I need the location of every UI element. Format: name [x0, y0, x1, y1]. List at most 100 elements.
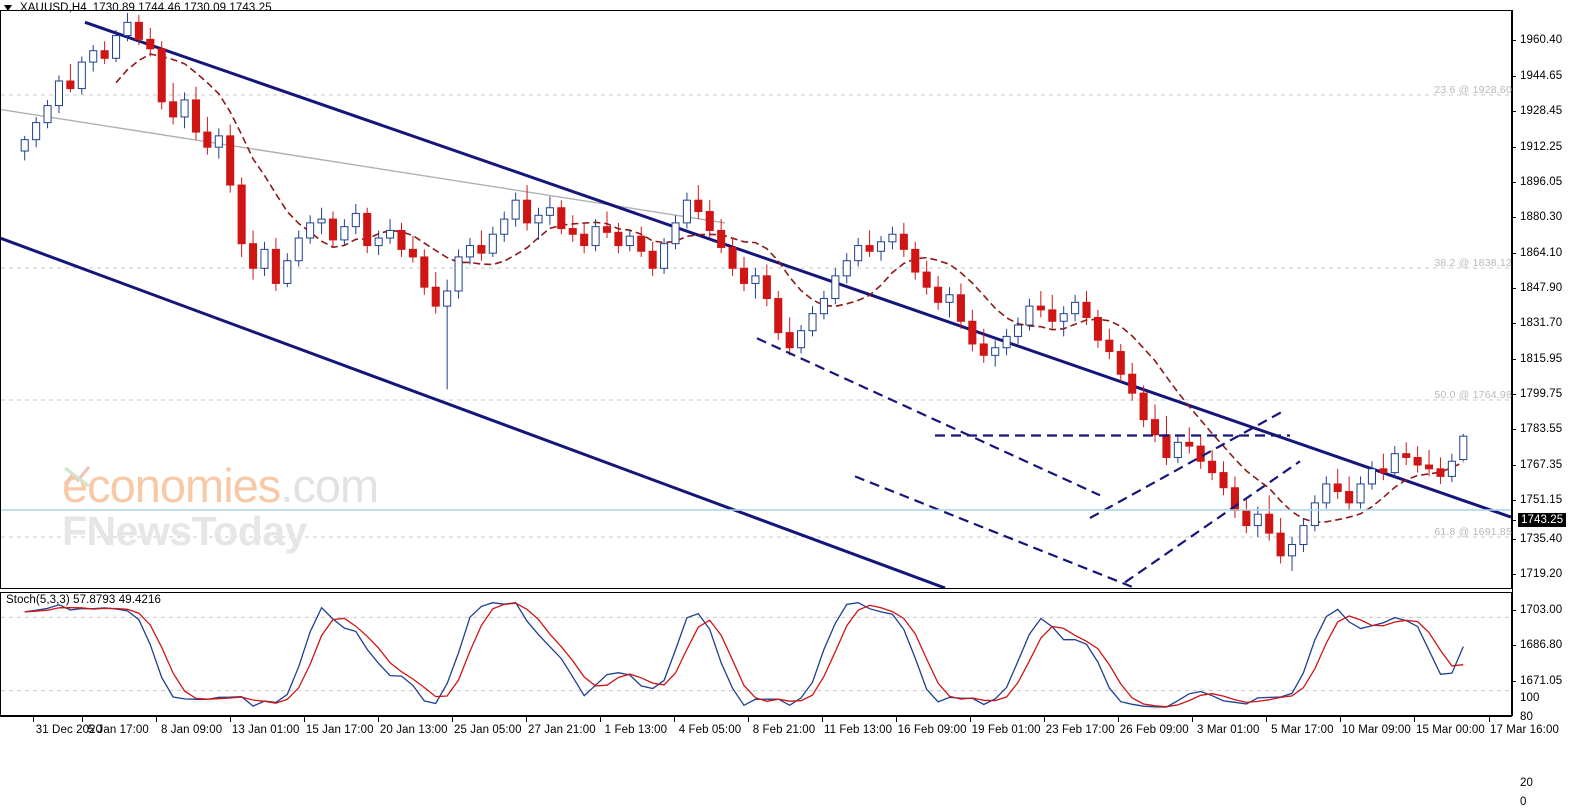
- price-tick-label: 1880.30: [1520, 211, 1563, 223]
- price-tick: [1512, 539, 1516, 540]
- time-tick-label: 8 Jan 09:00: [161, 724, 223, 736]
- price-tick: [1512, 574, 1516, 575]
- price-tick: [1512, 182, 1516, 183]
- time-tick-label: 3 Mar 01:00: [1197, 724, 1260, 736]
- triangle-down-icon[interactable]: [4, 5, 12, 11]
- price-tick: [1512, 217, 1516, 218]
- stochastic-legend: Stoch(5,3,3) 57.8793 49.4216: [6, 594, 161, 606]
- time-tick: [674, 716, 675, 722]
- time-tick: [896, 716, 898, 722]
- price-tick-label: 1847.90: [1520, 282, 1563, 294]
- time-tick-label: 5 Mar 17:00: [1271, 724, 1334, 736]
- price-tick: [1512, 394, 1516, 395]
- time-tick: [1266, 716, 1268, 722]
- price-tick-label: 1767.35: [1520, 459, 1563, 471]
- fibonacci-level-label: 61.8 @ 1691.85: [1434, 526, 1512, 538]
- time-axis[interactable]: 31 Dec 2020 5 Jan 17:00 8 Jan 09:00 13 Jan …: [0, 716, 1559, 743]
- time-tick-label: 1 Feb 13:00: [604, 724, 668, 736]
- price-tick: [1512, 111, 1516, 112]
- time-tick: [599, 716, 601, 722]
- time-tick-label: 8 Feb 21:00: [752, 724, 816, 736]
- price-tick: [1512, 253, 1516, 254]
- price-tick-label: 1703.00: [1520, 604, 1563, 616]
- fibonacci-level-label: 23.6 @ 1928.60: [1434, 84, 1512, 96]
- price-tick-label: 1864.10: [1520, 247, 1563, 259]
- price-tick-label: 1735.40: [1520, 533, 1563, 545]
- price-tick: [1512, 645, 1516, 646]
- price-tick: [1512, 465, 1516, 466]
- price-tick: [1512, 500, 1516, 501]
- price-axis-line: [1512, 10, 1513, 716]
- price-tick: [1512, 610, 1516, 611]
- pattern-trendlines: [756, 337, 1301, 588]
- time-tick-label: 15 Jan 17:00: [305, 724, 374, 736]
- time-tick-label: 16 Feb 09:00: [897, 724, 967, 736]
- price-tick: [1512, 681, 1516, 682]
- price-tick-label: 1686.80: [1520, 639, 1563, 651]
- price-tick-label: 1815.95: [1520, 353, 1563, 365]
- time-tick-label: 19 Feb 01:00: [971, 724, 1041, 736]
- price-tick: [1512, 76, 1516, 77]
- price-tick: [1512, 288, 1516, 289]
- stoch-tick-label: 100: [1520, 692, 1540, 704]
- time-tick: [1044, 716, 1046, 722]
- price-tick-label: 1719.20: [1520, 568, 1563, 580]
- price-tick-label: 1783.55: [1520, 423, 1563, 435]
- time-tick-label: 20 Jan 13:00: [379, 724, 448, 736]
- time-tick: [32, 716, 34, 722]
- price-tick: [1512, 429, 1516, 430]
- price-tick-label: 1831.70: [1520, 317, 1563, 329]
- time-tick-label: 17 Mar 16:00: [1490, 724, 1559, 736]
- price-tick-label: 1960.40: [1520, 34, 1563, 46]
- time-tick-label: 26 Feb 09:00: [1119, 724, 1189, 736]
- stoch-tick-label: 0: [1520, 796, 1527, 808]
- price-tick: [1512, 323, 1516, 324]
- price-tick-label: 1928.45: [1520, 105, 1563, 117]
- time-tick: [155, 716, 157, 722]
- time-tick: [822, 716, 824, 722]
- price-tick: [1512, 40, 1516, 41]
- symbol-label: XAUUSD,H4: [20, 2, 87, 14]
- time-axis-line: [0, 716, 1512, 717]
- time-tick: [748, 716, 749, 722]
- time-tick: [303, 716, 305, 722]
- time-tick-label: 4 Feb 05:00: [678, 724, 742, 736]
- stochastic-k-line: [24, 602, 1464, 708]
- time-tick-label: 15 Mar 00:00: [1415, 724, 1485, 736]
- descending-channel: [1, 20, 1511, 588]
- time-tick: [377, 716, 379, 722]
- price-tick-label: 1912.25: [1520, 141, 1563, 153]
- time-tick: [1192, 716, 1194, 722]
- price-tick-label: 1751.15: [1520, 494, 1563, 506]
- time-tick-label: 27 Jan 21:00: [528, 724, 596, 736]
- price-tick-label: 1799.75: [1520, 388, 1563, 400]
- time-tick-label: 31 Dec 2020: [35, 724, 103, 736]
- time-tick: [970, 716, 972, 722]
- ohlc-values: 1730.89 1744.46 1730.09 1743.25: [92, 2, 272, 14]
- time-tick-label: 25 Jan 05:00: [453, 724, 522, 736]
- time-tick: [1488, 716, 1490, 722]
- time-tick-label: 5 Jan 17:00: [87, 724, 149, 736]
- time-tick-label: 23 Feb 17:00: [1045, 724, 1115, 736]
- time-tick: [229, 716, 231, 722]
- chart-canvas[interactable]: [0, 0, 1596, 743]
- time-tick-label: 10 Mar 09:00: [1341, 724, 1411, 736]
- price-pane: [0, 10, 1512, 589]
- time-tick-label: 11 Feb 13:00: [824, 724, 893, 736]
- time-tick: [82, 716, 84, 722]
- price-tick: [1512, 147, 1516, 148]
- stoch-tick-label: 80: [1520, 711, 1533, 723]
- time-tick: [1118, 716, 1120, 722]
- current-price-label: 1743.25: [1518, 513, 1567, 527]
- stoch-gridlines: [1, 616, 1511, 692]
- time-tick: [525, 716, 527, 722]
- fibonacci-level-label: 38.2 @ 1838.12: [1434, 257, 1512, 269]
- time-tick-label: 13 Jan 01:00: [231, 724, 300, 736]
- time-tick: [1414, 716, 1416, 722]
- price-axis[interactable]: 1960.40 1944.65 1928.45 1912.25 1896.05 1880.…: [1512, 10, 1596, 808]
- price-tick-label: 1896.05: [1520, 176, 1563, 188]
- price-tick-label: 1944.65: [1520, 70, 1563, 82]
- time-tick: [1340, 716, 1342, 722]
- stochastic-pane: [0, 592, 1512, 716]
